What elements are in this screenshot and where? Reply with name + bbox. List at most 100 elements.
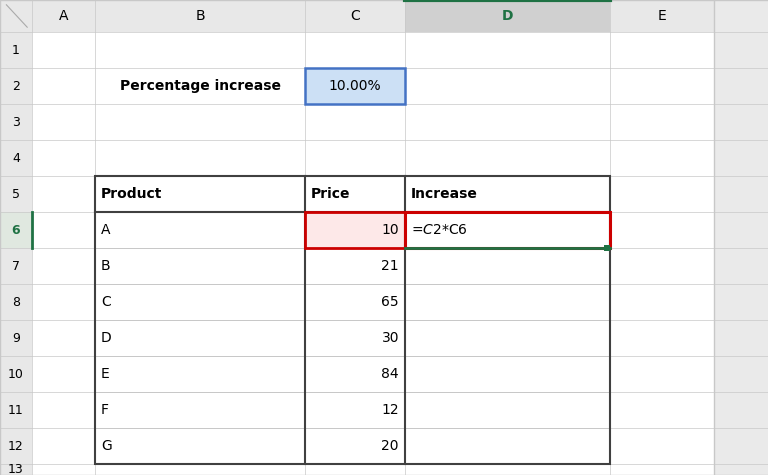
Text: 20: 20 bbox=[382, 439, 399, 453]
Bar bbox=[405, 68, 610, 104]
Bar bbox=[305, 68, 405, 104]
Text: 5: 5 bbox=[12, 188, 20, 200]
Bar bbox=[0, 320, 32, 356]
Bar bbox=[405, 212, 610, 248]
Text: 4: 4 bbox=[12, 152, 20, 164]
Text: 3: 3 bbox=[12, 115, 20, 129]
Bar bbox=[305, 356, 405, 392]
Bar bbox=[95, 320, 305, 356]
Text: 11: 11 bbox=[8, 403, 24, 417]
Text: Increase: Increase bbox=[411, 187, 478, 201]
Bar bbox=[32, 392, 95, 428]
Bar bbox=[95, 284, 305, 320]
Text: Percentage increase: Percentage increase bbox=[120, 79, 280, 93]
Text: Product: Product bbox=[101, 187, 162, 201]
Bar bbox=[32, 284, 95, 320]
Text: 2: 2 bbox=[12, 79, 20, 93]
Bar bbox=[32, 0, 95, 32]
Bar bbox=[405, 320, 610, 356]
Bar bbox=[405, 248, 610, 284]
Bar bbox=[305, 176, 405, 212]
Text: G: G bbox=[101, 439, 112, 453]
Text: 1: 1 bbox=[12, 44, 20, 57]
Bar bbox=[610, 428, 714, 464]
Bar bbox=[95, 464, 305, 475]
Text: A: A bbox=[101, 223, 111, 237]
Bar bbox=[305, 140, 405, 176]
Bar bbox=[305, 464, 405, 475]
Bar bbox=[0, 32, 32, 68]
Bar bbox=[305, 68, 405, 104]
Text: C: C bbox=[101, 295, 111, 309]
Bar bbox=[610, 140, 714, 176]
Bar bbox=[305, 0, 405, 32]
Text: D: D bbox=[502, 9, 513, 23]
Bar bbox=[610, 176, 714, 212]
Bar bbox=[0, 176, 32, 212]
Bar bbox=[95, 356, 305, 392]
Text: B: B bbox=[101, 259, 111, 273]
Bar bbox=[0, 248, 32, 284]
Text: E: E bbox=[101, 367, 110, 381]
Bar bbox=[32, 140, 95, 176]
Bar bbox=[32, 464, 95, 475]
Bar bbox=[610, 320, 714, 356]
Bar bbox=[0, 464, 32, 475]
Bar bbox=[604, 245, 610, 251]
Bar bbox=[95, 176, 610, 464]
Text: B: B bbox=[195, 9, 205, 23]
Bar bbox=[405, 140, 610, 176]
Bar bbox=[95, 428, 305, 464]
Text: 10.00%: 10.00% bbox=[329, 79, 382, 93]
Bar bbox=[0, 212, 32, 248]
Bar bbox=[405, 284, 610, 320]
Bar bbox=[0, 356, 32, 392]
Bar bbox=[610, 104, 714, 140]
Text: 12: 12 bbox=[8, 439, 24, 453]
Bar bbox=[610, 68, 714, 104]
Text: E: E bbox=[657, 9, 667, 23]
Bar bbox=[305, 248, 405, 284]
Bar bbox=[610, 212, 714, 248]
Text: 7: 7 bbox=[12, 259, 20, 273]
Bar bbox=[610, 392, 714, 428]
Bar bbox=[95, 68, 305, 104]
Bar bbox=[95, 104, 305, 140]
Bar bbox=[95, 212, 305, 248]
Text: 10: 10 bbox=[382, 223, 399, 237]
Text: 30: 30 bbox=[382, 331, 399, 345]
Bar bbox=[305, 428, 405, 464]
Bar bbox=[610, 248, 714, 284]
Bar bbox=[95, 392, 305, 428]
Bar bbox=[95, 32, 305, 68]
Bar bbox=[32, 68, 95, 104]
Bar bbox=[305, 104, 405, 140]
Text: 65: 65 bbox=[382, 295, 399, 309]
Bar bbox=[610, 32, 714, 68]
Bar bbox=[95, 0, 305, 32]
Text: A: A bbox=[58, 9, 68, 23]
Text: 21: 21 bbox=[382, 259, 399, 273]
Bar bbox=[95, 248, 305, 284]
Text: 8: 8 bbox=[12, 295, 20, 308]
Bar bbox=[405, 356, 610, 392]
Text: =$C$2*C6: =$C$2*C6 bbox=[411, 223, 468, 237]
Text: C: C bbox=[350, 9, 360, 23]
Bar bbox=[405, 176, 610, 212]
Bar bbox=[405, 464, 610, 475]
Bar bbox=[305, 320, 405, 356]
Text: 9: 9 bbox=[12, 332, 20, 344]
Bar bbox=[32, 212, 95, 248]
Bar bbox=[95, 140, 305, 176]
Bar bbox=[305, 392, 405, 428]
Bar bbox=[405, 0, 610, 32]
Bar bbox=[0, 68, 32, 104]
Bar bbox=[405, 212, 610, 248]
Bar bbox=[32, 32, 95, 68]
Bar bbox=[610, 284, 714, 320]
Bar bbox=[610, 464, 714, 475]
Bar bbox=[405, 392, 610, 428]
Bar bbox=[305, 32, 405, 68]
Bar bbox=[32, 176, 95, 212]
Text: 10: 10 bbox=[8, 368, 24, 380]
